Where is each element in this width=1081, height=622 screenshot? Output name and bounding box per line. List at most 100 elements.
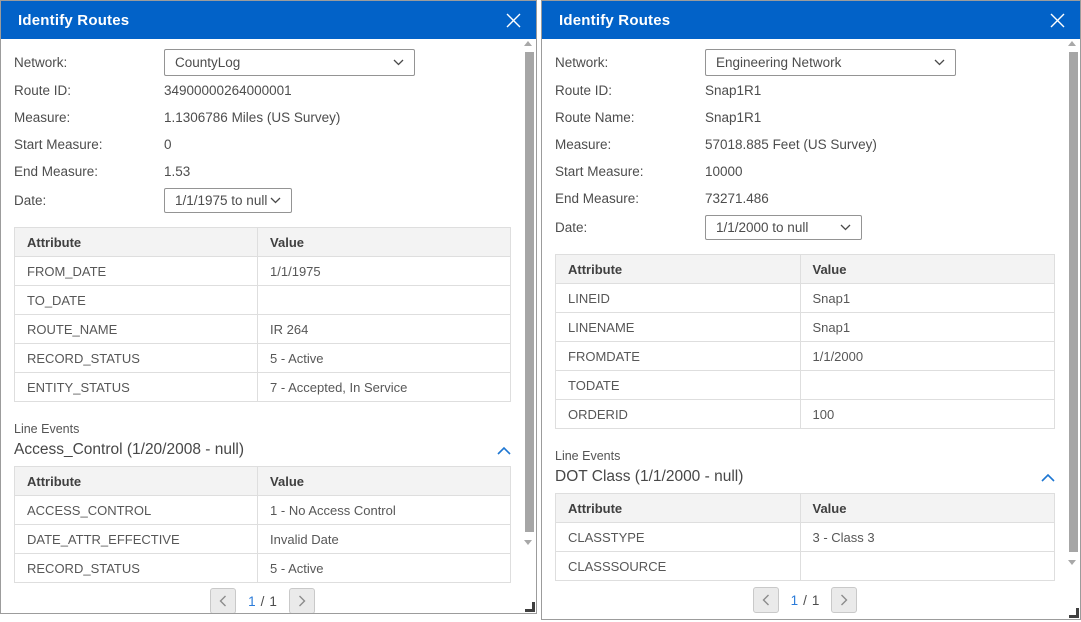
identify-routes-dialog-left: Identify Routes Network: CountyLog Route… (0, 0, 537, 614)
table-row: CLASSSOURCE (555, 551, 1055, 581)
field-label: Date: (555, 219, 588, 235)
current-page: 1 (790, 592, 799, 608)
event-group-title: DOT Class (1/1/2000 - null) (555, 468, 744, 485)
value-cell: 5 - Active (257, 553, 511, 583)
collapse-button[interactable] (1041, 473, 1055, 482)
start-measure-field: Start Measure: 0 (14, 131, 511, 158)
network-select[interactable]: Engineering Network (705, 48, 956, 76)
field-value: 1.53 (164, 164, 191, 179)
scroll-up-arrow-icon[interactable] (1067, 41, 1076, 46)
close-button[interactable] (503, 10, 523, 30)
next-page-button[interactable] (831, 587, 858, 613)
line-events-label: Line Events (14, 422, 80, 436)
value-cell (799, 370, 1055, 400)
vertical-scrollbar[interactable] (520, 41, 535, 545)
table-header-row: Attribute Value (555, 493, 1055, 523)
table-row: ACCESS_CONTROL 1 - No Access Control (13, 495, 511, 525)
table-row: RECORD_STATUS 5 - Active (13, 553, 511, 583)
next-page-button[interactable] (288, 588, 315, 613)
field-value: 73271.486 (705, 191, 769, 206)
scroll-down-arrow-icon[interactable] (523, 540, 532, 545)
chevron-up-icon (1041, 473, 1055, 482)
chevron-left-icon (219, 595, 227, 607)
date-field: Date: 1/1/2000 to null (555, 212, 1055, 242)
field-label: Route ID: (14, 83, 72, 98)
field-value: 1.1306786 Miles (US Survey) (164, 110, 341, 125)
line-events-table: Attribute Value ACCESS_CONTROL 1 - No Ac… (13, 466, 511, 583)
field-label: Network: (555, 54, 609, 70)
prev-page-button[interactable] (752, 587, 779, 613)
field-label: Network: (14, 54, 68, 70)
field-label: End Measure: (14, 164, 99, 179)
value-cell (799, 551, 1055, 581)
line-events-table: Attribute Value CLASSTYPE 3 - Class 3 CL… (555, 493, 1055, 581)
collapse-button[interactable] (497, 446, 511, 455)
attribute-cell: DATE_ATTR_EFFECTIVE (13, 524, 259, 554)
scroll-down-arrow-icon[interactable] (1067, 560, 1076, 565)
table-row: FROMDATE 1/1/2000 (555, 341, 1055, 371)
table-header-row: Attribute Value (555, 254, 1055, 284)
date-field: Date: 1/1/1975 to null (14, 185, 511, 215)
field-label: Route ID: (555, 83, 613, 98)
table-row: DATE_ATTR_EFFECTIVE Invalid Date (13, 524, 511, 554)
value-cell: 3 - Class 3 (799, 522, 1055, 552)
value-cell: Snap1 (799, 312, 1055, 342)
field-value: 34900000264000001 (164, 83, 292, 98)
start-measure-field: Start Measure: 10000 (555, 158, 1055, 185)
scroll-up-arrow-icon[interactable] (523, 41, 532, 46)
resize-handle[interactable] (525, 602, 535, 612)
attribute-cell: TODATE (555, 370, 801, 400)
field-value: 10000 (705, 164, 743, 179)
value-cell: IR 264 (257, 314, 511, 344)
table-header-value: Value (257, 227, 511, 257)
attribute-cell: LINEID (555, 283, 801, 313)
measure-field: Measure: 1.1306786 Miles (US Survey) (14, 104, 511, 131)
dialog-header: Identify Routes (542, 1, 1080, 39)
table-row: LINEID Snap1 (555, 283, 1055, 313)
value-cell: 1/1/1975 (257, 256, 511, 286)
table-row: CLASSTYPE 3 - Class 3 (555, 522, 1055, 552)
table-header-row: Attribute Value (13, 466, 511, 496)
field-value: Snap1R1 (705, 110, 762, 125)
field-value: 57018.885 Feet (US Survey) (705, 137, 877, 152)
total-pages: 1 (811, 592, 820, 608)
dialog-body: Network: CountyLog Route ID: 34900000264… (1, 39, 536, 613)
value-cell: 5 - Active (257, 343, 511, 373)
chevron-left-icon (762, 594, 769, 606)
table-row: TO_DATE (13, 285, 511, 315)
network-select-value: Engineering Network (716, 54, 842, 70)
page-separator: / (260, 593, 265, 609)
close-button[interactable] (1047, 10, 1067, 30)
attribute-table: Attribute Value FROM_DATE 1/1/1975 TO_DA… (13, 227, 511, 402)
scrollbar-thumb[interactable] (525, 52, 534, 532)
attribute-cell: FROMDATE (555, 341, 801, 371)
vertical-scrollbar[interactable] (1064, 41, 1079, 565)
identify-routes-dialog-right: Identify Routes Network: Engineering Net… (541, 0, 1081, 620)
scrollbar-thumb[interactable] (1069, 52, 1078, 552)
page-indicator: 1 / 1 (791, 593, 820, 608)
date-select[interactable]: 1/1/2000 to null (705, 214, 862, 240)
value-cell: Snap1 (799, 283, 1055, 313)
measure-field: Measure: 57018.885 Feet (US Survey) (555, 131, 1055, 158)
page-separator: / (803, 592, 807, 608)
pagination: 1 / 1 (555, 587, 1055, 613)
dialog-header: Identify Routes (1, 1, 536, 39)
resize-handle[interactable] (1069, 608, 1079, 618)
attribute-cell: ACCESS_CONTROL (13, 495, 259, 525)
close-icon (506, 13, 520, 27)
network-field: Network: Engineering Network (555, 47, 1055, 77)
chevron-down-icon (840, 224, 851, 230)
value-cell: 100 (799, 399, 1055, 429)
network-select[interactable]: CountyLog (164, 48, 415, 76)
prev-page-button[interactable] (210, 588, 237, 613)
value-cell (257, 285, 511, 315)
event-group-header: DOT Class (1/1/2000 - null) (555, 466, 1055, 488)
route-name-field: Route Name: Snap1R1 (555, 104, 1055, 131)
chevron-down-icon (270, 197, 281, 203)
end-measure-field: End Measure: 1.53 (14, 158, 511, 185)
field-label: Route Name: (555, 110, 635, 125)
total-pages: 1 (269, 593, 277, 609)
date-select[interactable]: 1/1/1975 to null (164, 187, 292, 213)
table-row: LINENAME Snap1 (555, 312, 1055, 342)
network-select-value: CountyLog (175, 54, 241, 70)
